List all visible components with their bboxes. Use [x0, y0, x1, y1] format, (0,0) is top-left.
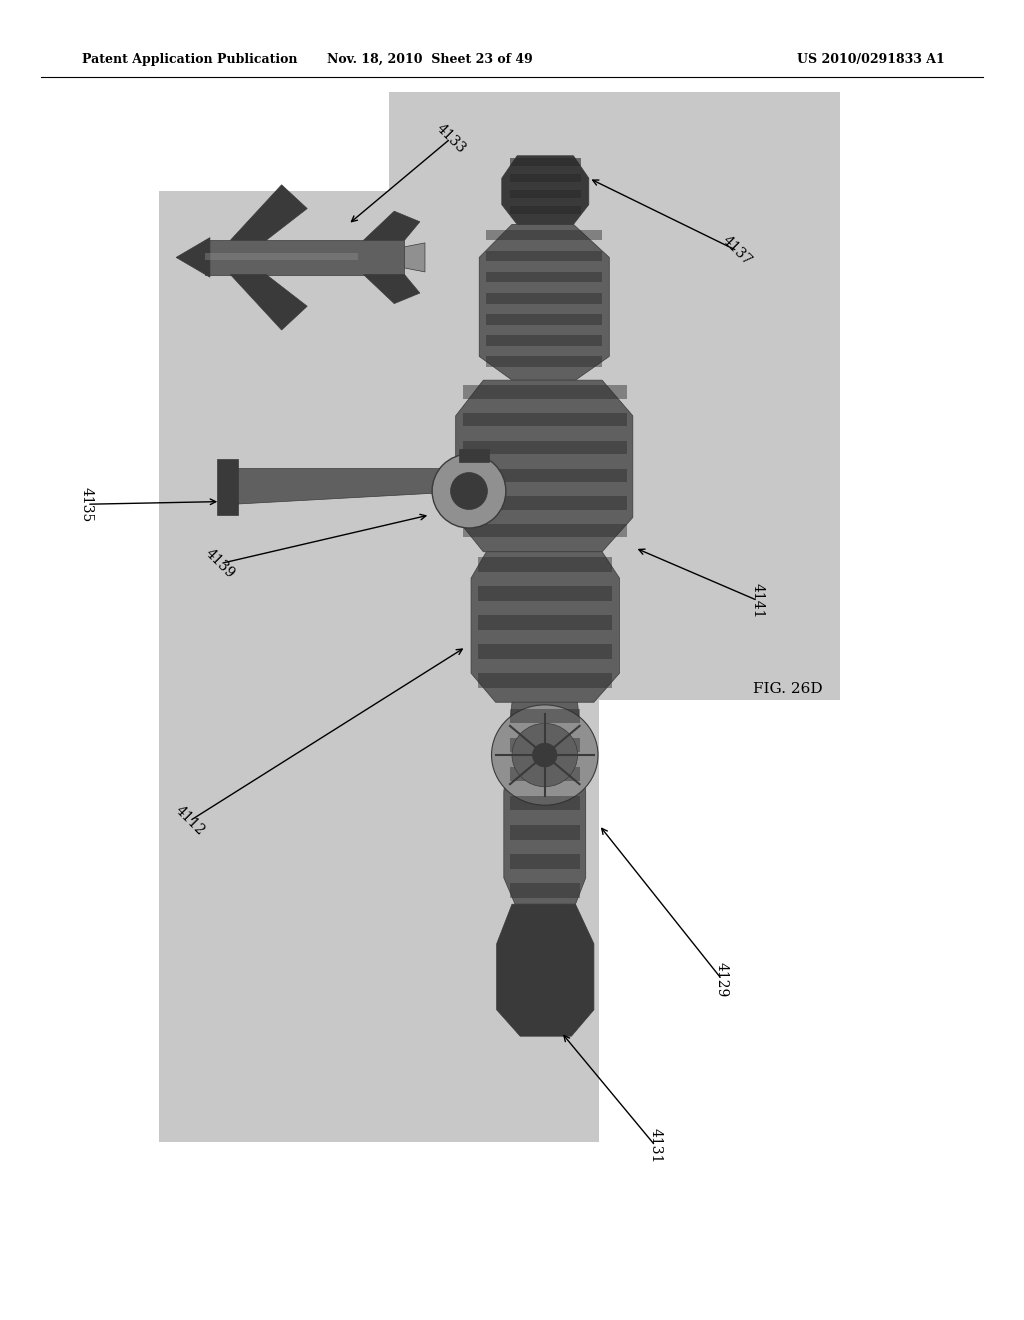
Text: 4129: 4129	[715, 962, 729, 997]
Polygon shape	[486, 356, 602, 367]
Polygon shape	[510, 206, 581, 214]
Polygon shape	[471, 552, 620, 702]
Text: Nov. 18, 2010  Sheet 23 of 49: Nov. 18, 2010 Sheet 23 of 49	[328, 53, 532, 66]
Polygon shape	[497, 904, 594, 1036]
Text: FIG. 26D: FIG. 26D	[753, 682, 822, 696]
Polygon shape	[230, 185, 307, 240]
Polygon shape	[217, 459, 238, 515]
Text: 4133: 4133	[433, 121, 468, 156]
Text: 4112: 4112	[172, 804, 207, 838]
Polygon shape	[510, 158, 581, 166]
Bar	[389, 92, 840, 700]
Polygon shape	[404, 243, 425, 272]
Text: Patent Application Publication: Patent Application Publication	[82, 53, 297, 66]
Polygon shape	[510, 767, 580, 781]
Polygon shape	[510, 190, 581, 198]
Polygon shape	[486, 335, 602, 346]
Polygon shape	[486, 230, 602, 240]
Polygon shape	[205, 240, 404, 275]
Polygon shape	[510, 709, 580, 723]
Polygon shape	[510, 174, 581, 182]
Text: 4135: 4135	[80, 487, 94, 521]
Ellipse shape	[492, 705, 598, 805]
Polygon shape	[463, 469, 627, 482]
Polygon shape	[510, 738, 580, 752]
Polygon shape	[176, 238, 210, 277]
Polygon shape	[510, 883, 580, 898]
Polygon shape	[459, 449, 489, 462]
Polygon shape	[486, 314, 602, 325]
Polygon shape	[504, 702, 586, 904]
Text: 4131: 4131	[648, 1129, 663, 1163]
Ellipse shape	[451, 473, 487, 510]
Bar	[159, 191, 599, 1142]
Polygon shape	[463, 441, 627, 454]
Polygon shape	[478, 644, 612, 659]
Polygon shape	[233, 469, 473, 504]
Polygon shape	[486, 272, 602, 282]
Polygon shape	[463, 496, 627, 510]
Polygon shape	[478, 557, 612, 572]
Polygon shape	[486, 251, 602, 261]
Polygon shape	[478, 673, 612, 688]
Polygon shape	[205, 253, 358, 260]
Polygon shape	[510, 854, 580, 869]
Polygon shape	[486, 293, 602, 304]
Polygon shape	[364, 211, 420, 240]
Ellipse shape	[432, 454, 506, 528]
Polygon shape	[510, 796, 580, 810]
Polygon shape	[463, 413, 627, 426]
Polygon shape	[364, 275, 420, 304]
Polygon shape	[478, 615, 612, 630]
Polygon shape	[502, 156, 589, 224]
Polygon shape	[463, 385, 627, 399]
Polygon shape	[453, 462, 496, 519]
Text: 4137: 4137	[720, 234, 755, 268]
Polygon shape	[230, 275, 307, 330]
Polygon shape	[478, 586, 612, 601]
Polygon shape	[463, 524, 627, 537]
Polygon shape	[479, 224, 609, 380]
Polygon shape	[510, 825, 580, 840]
Text: 4141: 4141	[751, 583, 765, 618]
Ellipse shape	[512, 723, 578, 787]
Text: 4139: 4139	[203, 546, 238, 581]
Text: US 2010/0291833 A1: US 2010/0291833 A1	[797, 53, 944, 66]
Ellipse shape	[532, 743, 557, 767]
Polygon shape	[456, 380, 633, 552]
